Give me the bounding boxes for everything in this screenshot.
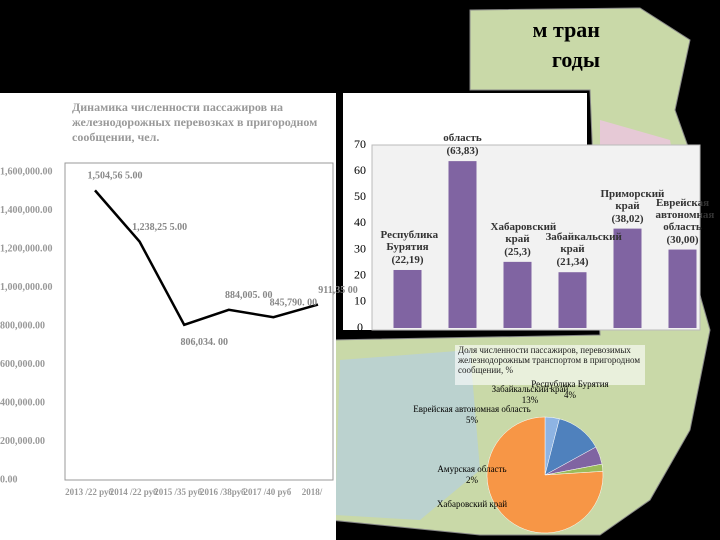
y-tick-label: 30 [354,241,366,255]
bar-label-value: (22,19) [391,254,424,266]
bar [668,249,697,328]
line-chart-title-box: Динамика численности пассажиров на желез… [72,100,318,144]
bar [448,161,477,328]
data-label: 1,504,56 5.00 [88,171,143,182]
slide-title: годы [552,47,600,72]
data-label: 806,034. 00 [180,337,228,348]
bar [558,272,587,328]
y-tick-label: 800,000.00 [0,320,45,331]
pie-title-bg [455,345,645,385]
bar-label-name: Республика Бурятия [380,229,439,253]
y-tick-label: 0 [357,320,363,334]
pie-label: Амурская область [437,464,506,474]
y-tick-label: 50 [354,189,366,203]
y-tick-label: 200,000.00 [0,436,45,447]
pie-title: Доля численности пассажиров, перевозимых… [458,345,641,375]
pie-value-label: 13% [522,395,539,405]
data-label: 1,238,25 5.00 [132,222,187,233]
y-tick-label: 1,200,000.00 [0,243,53,254]
bar-label-name: Хабаровский край [490,220,557,245]
y-tick-label: 40 [354,215,366,229]
bar [393,269,422,328]
pie-label: Забайкальский край [492,384,569,394]
bar [613,228,642,328]
y-tick-label: 1,400,000.00 [0,205,53,216]
data-label: 845,790. 00 [270,297,318,308]
pie-label: Еврейская автономная область [413,404,530,414]
bar-label-name: Еврейская автономная область [655,196,715,233]
x-tick-label: 2018/ [302,487,323,497]
bar-label-value: (38,02) [611,212,644,225]
pie-label: Республика Бурятия [531,379,608,389]
bar-label-value: (63,83) [446,145,479,158]
pie-value-label: 4% [564,390,577,400]
pie-value-label: 5% [466,415,479,425]
bar-label-name: Забайкальский край [545,231,622,256]
bar-label-name: область [443,132,482,145]
pie-title-box: Доля численности пассажиров, перевозимых… [458,345,641,375]
bar-label-value: (21,34) [556,256,589,269]
x-tick-label: 2016 /38руб [200,487,246,497]
x-tick-label: 2014 /22 руб [110,487,158,497]
y-tick-label: 70 [354,137,366,151]
y-tick-label: 600,000.00 [0,359,45,370]
slide-title: м тран [533,17,601,42]
y-tick-label: 1,000,000.00 [0,282,53,293]
y-tick-label: 20 [354,267,366,281]
map-region [335,350,480,520]
bar [503,261,532,328]
bar-label-name: Приморский край [600,187,665,212]
y-tick-label: 60 [354,163,366,177]
y-tick-label: 400,000.00 [0,397,45,408]
pie-value-label: 2% [466,475,479,485]
x-tick-label: 2013 /22 руб [65,487,113,497]
y-tick-label: 1,600,000.00 [0,166,53,177]
bar-label-value: (30,00) [666,233,699,246]
bar-plot-area [371,144,701,331]
line-chart-title: Динамика численности пассажиров на желез… [72,100,318,144]
pie-slice [486,416,604,534]
plot-area [64,162,334,481]
x-tick-label: 2015 /35 руб [154,487,202,497]
data-label: 911,35 00 [318,285,357,296]
data-label: 884,005. 00 [225,290,273,301]
y-tick-label: 10 [354,294,366,308]
pie-label: Хабаровский край [437,499,507,509]
line [94,189,319,327]
bar-label-value: (25,3) [504,245,531,258]
y-tick-label: 0.00 [0,474,18,485]
x-tick-label: 2017 /40 руб [244,487,292,497]
